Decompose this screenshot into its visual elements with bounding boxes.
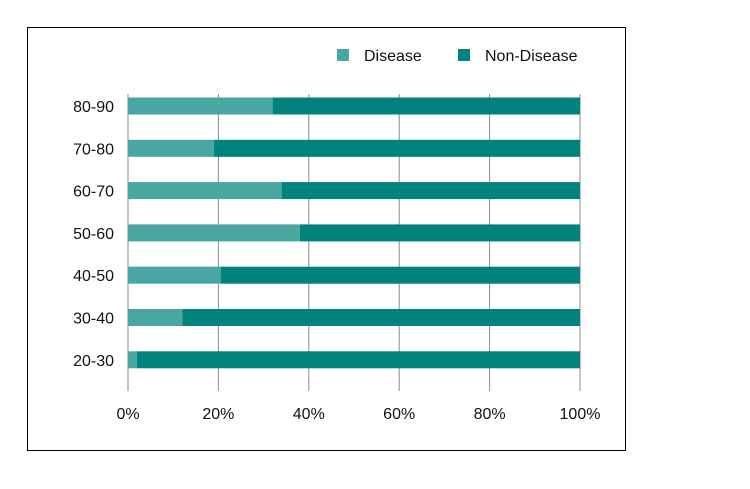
y-tick-label: 50-60 bbox=[73, 226, 114, 243]
bar-segment-non-disease bbox=[213, 139, 580, 157]
x-axis-labels: 0% 20% 40% 60% 80% 100% bbox=[116, 406, 600, 423]
y-tick-label: 70-80 bbox=[73, 141, 114, 158]
legend: Disease Non-Disease bbox=[337, 48, 578, 65]
bar-segment-disease bbox=[128, 351, 138, 369]
bar-segment-non-disease bbox=[182, 309, 581, 326]
y-tick-label: 30-40 bbox=[73, 311, 114, 328]
bars bbox=[128, 97, 581, 369]
bar-segment-disease bbox=[128, 309, 183, 326]
y-tick-label: 20-30 bbox=[73, 353, 114, 370]
bar-segment-disease bbox=[128, 139, 214, 157]
y-tick-label: 80-90 bbox=[73, 99, 114, 116]
bar-segment-disease bbox=[128, 266, 221, 284]
bar-segment-non-disease bbox=[137, 351, 581, 369]
y-axis-labels: 20-30 30-40 40-50 50-60 60-70 70-80 80-90 bbox=[73, 99, 114, 370]
legend-label: Disease bbox=[364, 48, 422, 65]
x-tick-label: 0% bbox=[116, 406, 139, 423]
bar-segment-non-disease bbox=[299, 224, 580, 242]
x-tick-label: 60% bbox=[383, 406, 415, 423]
legend-swatch bbox=[337, 49, 349, 61]
bar-segment-non-disease bbox=[281, 182, 580, 200]
bar-segment-non-disease bbox=[220, 266, 580, 284]
bar-segment-disease bbox=[128, 182, 282, 200]
bar-segment-non-disease bbox=[272, 97, 580, 115]
x-tick-label: 40% bbox=[293, 406, 325, 423]
x-tick-label: 80% bbox=[474, 406, 506, 423]
bar-segment-disease bbox=[128, 97, 273, 115]
x-tick-label: 100% bbox=[560, 406, 601, 423]
legend-label: Non-Disease bbox=[485, 48, 578, 65]
legend-swatch bbox=[458, 49, 470, 61]
x-tick-label: 20% bbox=[202, 406, 234, 423]
bar-segment-disease bbox=[128, 224, 300, 242]
y-tick-label: 60-70 bbox=[73, 184, 114, 201]
y-tick-label: 40-50 bbox=[73, 268, 114, 285]
